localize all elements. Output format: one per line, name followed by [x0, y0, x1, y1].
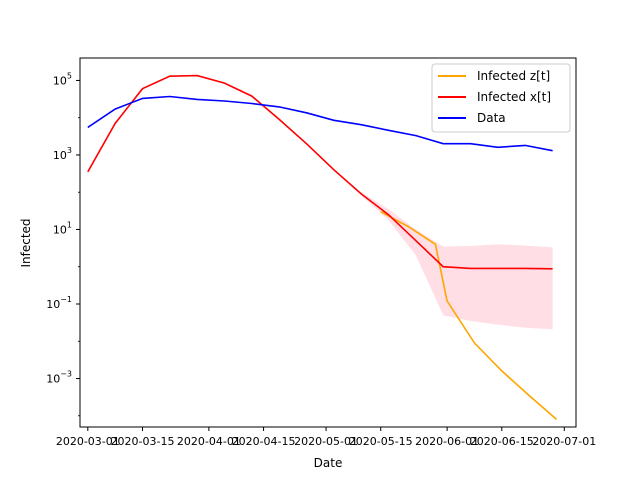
x-tick-label: 2020-04-01 — [177, 435, 241, 448]
x-tick-label: 2020-06-01 — [415, 435, 479, 448]
x-tick-label: 2020-03-15 — [111, 435, 175, 448]
x-axis-label: Date — [314, 456, 343, 470]
x-tick-label: 2020-03-01 — [56, 435, 120, 448]
legend-label: Data — [477, 111, 506, 125]
y-axis-label: Infected — [19, 218, 33, 267]
x-tick-label: 2020-06-15 — [470, 435, 534, 448]
plot-frame — [79, 57, 577, 428]
series-line-0 — [380, 210, 558, 421]
series-line-1 — [87, 74, 553, 270]
series-line-2 — [87, 95, 553, 152]
y-tick-label: 103 — [53, 146, 72, 162]
x-tick-label: 2020-05-15 — [349, 435, 413, 448]
legend: Infected z[t] Infected x[t] Data — [431, 63, 571, 133]
y-axis: 10−3 10−1 101 103 105 — [46, 71, 80, 417]
x-tick-label: 2020-04-15 — [232, 435, 296, 448]
legend-label: Infected x[t] — [477, 90, 551, 104]
y-tick-label: 101 — [53, 220, 72, 236]
legend-label: Infected z[t] — [477, 69, 550, 83]
y-tick-label: 10−3 — [46, 370, 72, 386]
x-tick-label: 2020-05-01 — [294, 435, 358, 448]
y-tick-label: 10−1 — [46, 295, 72, 311]
plot-area — [87, 74, 558, 421]
x-tick-label: 2020-07-01 — [532, 435, 596, 448]
legend-box — [431, 63, 571, 133]
confidence-band — [361, 192, 553, 330]
y-tick-label: 105 — [53, 71, 72, 87]
